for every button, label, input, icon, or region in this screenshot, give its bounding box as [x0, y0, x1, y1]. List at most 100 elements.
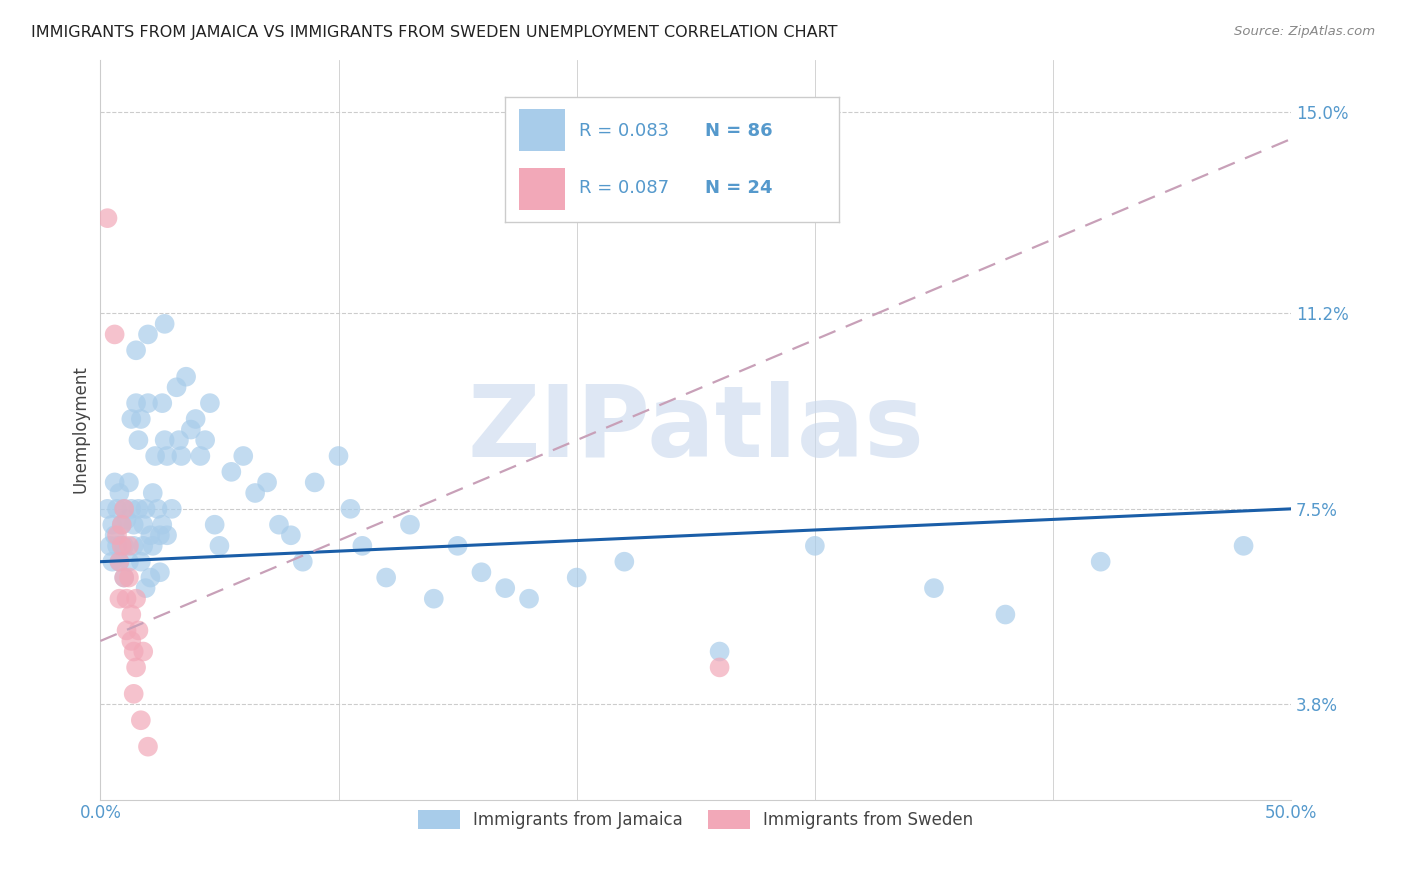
Point — [136, 739, 159, 754]
Point — [108, 555, 131, 569]
Point — [470, 566, 492, 580]
Point — [139, 570, 162, 584]
Point — [122, 644, 145, 658]
Point — [146, 501, 169, 516]
Point — [111, 539, 134, 553]
Text: IMMIGRANTS FROM JAMAICA VS IMMIGRANTS FROM SWEDEN UNEMPLOYMENT CORRELATION CHART: IMMIGRANTS FROM JAMAICA VS IMMIGRANTS FR… — [31, 25, 838, 40]
Point — [180, 423, 202, 437]
Point — [122, 687, 145, 701]
Point — [118, 539, 141, 553]
Point — [118, 570, 141, 584]
Point — [132, 644, 155, 658]
Point — [112, 570, 135, 584]
Point — [101, 555, 124, 569]
Point — [108, 555, 131, 569]
Point — [352, 539, 374, 553]
Point — [150, 517, 173, 532]
Point — [267, 517, 290, 532]
Point — [149, 566, 172, 580]
Point — [150, 396, 173, 410]
Point — [166, 380, 188, 394]
Point — [256, 475, 278, 490]
Point — [105, 528, 128, 542]
Point — [922, 581, 945, 595]
Point — [142, 539, 165, 553]
Point — [328, 449, 350, 463]
Point — [96, 211, 118, 226]
Point — [104, 327, 127, 342]
Point — [120, 501, 142, 516]
Point — [98, 539, 121, 553]
Point — [194, 433, 217, 447]
Point — [129, 555, 152, 569]
Point — [120, 412, 142, 426]
Point — [153, 433, 176, 447]
Point — [709, 660, 731, 674]
Point — [1232, 539, 1254, 553]
Point — [104, 528, 127, 542]
Point — [111, 539, 134, 553]
Point — [115, 512, 138, 526]
Point — [198, 396, 221, 410]
Point — [156, 449, 179, 463]
Point — [446, 539, 468, 553]
Point — [160, 501, 183, 516]
Point — [132, 517, 155, 532]
Point — [111, 517, 134, 532]
Point — [135, 581, 157, 595]
Point — [129, 412, 152, 426]
Point — [127, 433, 149, 447]
Text: Source: ZipAtlas.com: Source: ZipAtlas.com — [1234, 25, 1375, 38]
Point — [115, 591, 138, 606]
Point — [139, 528, 162, 542]
Point — [105, 539, 128, 553]
Point — [112, 539, 135, 553]
Point — [115, 624, 138, 638]
Legend: Immigrants from Jamaica, Immigrants from Sweden: Immigrants from Jamaica, Immigrants from… — [412, 803, 980, 836]
Point — [304, 475, 326, 490]
Text: ZIPatlas: ZIPatlas — [467, 381, 924, 478]
Point — [184, 412, 207, 426]
Point — [105, 501, 128, 516]
Point — [112, 501, 135, 516]
Point — [120, 634, 142, 648]
Point — [339, 501, 361, 516]
Point — [170, 449, 193, 463]
Point — [208, 539, 231, 553]
Point — [494, 581, 516, 595]
Point — [127, 624, 149, 638]
Point — [143, 449, 166, 463]
Point — [423, 591, 446, 606]
Point — [142, 486, 165, 500]
Point — [153, 317, 176, 331]
Point — [136, 396, 159, 410]
Point — [122, 539, 145, 553]
Point — [111, 517, 134, 532]
Point — [125, 591, 148, 606]
Point — [174, 369, 197, 384]
Point — [129, 713, 152, 727]
Point — [399, 517, 422, 532]
Point — [125, 660, 148, 674]
Point — [291, 555, 314, 569]
Point — [112, 570, 135, 584]
Point — [613, 555, 636, 569]
Point — [108, 486, 131, 500]
Point — [101, 517, 124, 532]
Point — [125, 343, 148, 358]
Point — [127, 501, 149, 516]
Point — [204, 517, 226, 532]
Point — [108, 591, 131, 606]
Point — [190, 449, 212, 463]
Point — [132, 539, 155, 553]
Point — [709, 644, 731, 658]
Point — [565, 570, 588, 584]
Point — [120, 607, 142, 622]
Point — [517, 591, 540, 606]
Point — [122, 517, 145, 532]
Point — [104, 475, 127, 490]
Point — [136, 327, 159, 342]
Point — [1090, 555, 1112, 569]
Point — [118, 555, 141, 569]
Point — [135, 501, 157, 516]
